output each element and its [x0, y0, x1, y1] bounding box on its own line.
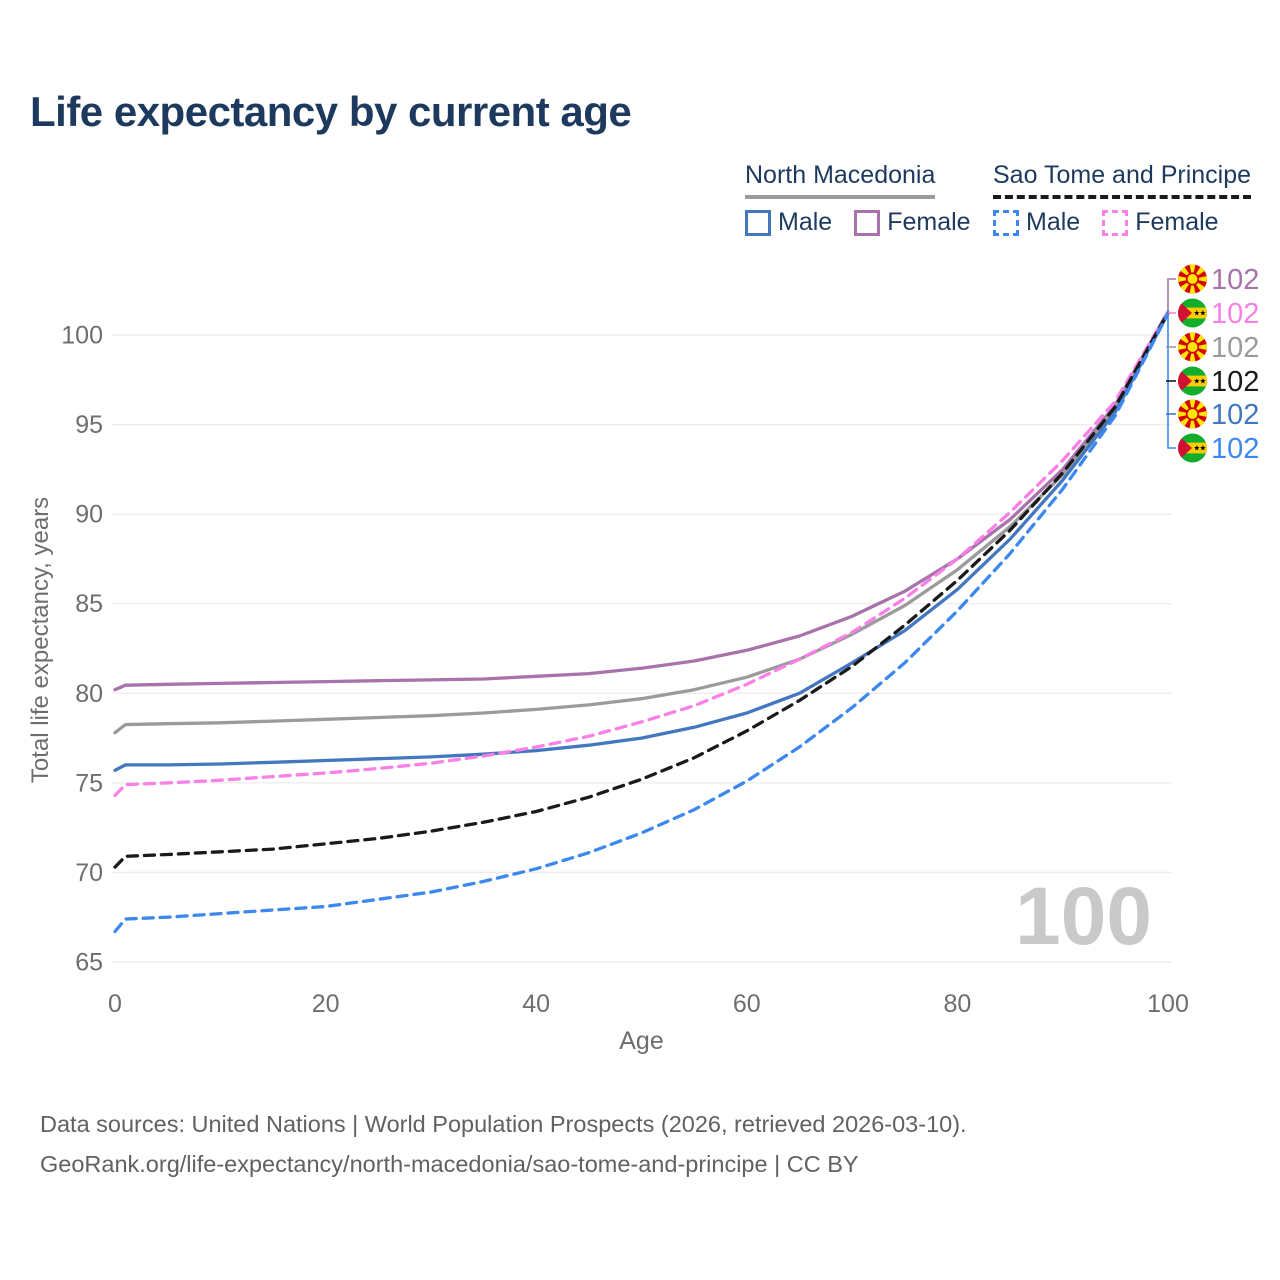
y-tick-label: 90 — [75, 501, 103, 529]
legend-item-st-female[interactable]: Female — [1102, 208, 1219, 237]
legend-group-north-macedonia: North Macedonia Male Female — [745, 161, 993, 237]
x-tick-label: 40 — [522, 990, 550, 1018]
legend-label: Male — [1026, 208, 1081, 236]
legend-item-st-male[interactable]: Male — [993, 208, 1080, 237]
x-tick-label: 60 — [733, 990, 761, 1018]
axis-layer: 65 70 75 80 85 90 95 100 0 20 40 60 80 100 Age Total li… — [27, 322, 1189, 1056]
footer: Data sources: United Nations | World Pop… — [40, 1104, 967, 1184]
series-line-sao-tome-and-principe-female[interactable] — [113, 310, 1170, 798]
x-tick-label: 80 — [943, 990, 971, 1018]
age-watermark: 100 — [1015, 871, 1152, 962]
y-tick-label: 75 — [75, 769, 103, 797]
nm-female-swatch-icon — [854, 209, 881, 236]
legend-row-north-macedonia: Male Female — [745, 208, 993, 237]
north-macedonia-flag-icon — [1176, 331, 1209, 364]
legend-country-sao-tome: Sao Tome and Principe — [993, 161, 1252, 199]
y-tick-label: 80 — [75, 680, 103, 708]
end-value-label: 102 — [1211, 366, 1259, 398]
legend: North Macedonia Male Female Sao Tome and… — [0, 161, 1280, 251]
end-value-label: 102 — [1211, 433, 1259, 465]
north-macedonia-flag-icon — [1176, 263, 1209, 296]
end-value-label: 102 — [1211, 399, 1259, 431]
y-tick-label: 70 — [75, 859, 103, 887]
end-value-label: 102 — [1211, 298, 1259, 330]
x-axis-title: Age — [619, 1027, 663, 1055]
y-tick-label: 65 — [75, 949, 103, 977]
series-line-sao-tome-and-principe-male[interactable] — [113, 311, 1170, 934]
y-tick-label: 95 — [75, 411, 103, 439]
footer-attribution: GeoRank.org/life-expectancy/north-macedo… — [40, 1151, 859, 1177]
y-tick-label: 85 — [75, 590, 103, 618]
legend-row-sao-tome: Male Female — [993, 208, 1251, 237]
end-value-label: 102 — [1211, 332, 1259, 364]
series-line-north-macedonia-male[interactable] — [113, 311, 1170, 772]
leader-line — [1167, 313, 1176, 449]
st-male-swatch-icon — [993, 209, 1019, 236]
series-line-north-macedonia-female[interactable] — [113, 310, 1170, 692]
sao-tome-flag-icon — [1177, 298, 1207, 328]
st-female-swatch-icon — [1102, 209, 1129, 236]
sao-tome-flag-icon — [1177, 433, 1207, 463]
sao-tome-flag-icon — [1177, 366, 1207, 396]
y-tick-label: 100 — [61, 322, 103, 350]
nm-male-swatch-icon — [745, 209, 771, 236]
series-line-sao-tome-and-principe-total[interactable] — [113, 310, 1170, 869]
footer-data-sources: Data sources: United Nations | World Pop… — [40, 1111, 967, 1137]
age-watermark-layer: 100 — [1015, 871, 1152, 962]
x-tick-label: 0 — [108, 990, 122, 1018]
legend-country-north-macedonia: North Macedonia — [745, 161, 936, 199]
legend-label: Female — [887, 208, 971, 236]
x-tick-label: 20 — [312, 990, 340, 1018]
series-line-north-macedonia-total[interactable] — [113, 310, 1170, 735]
legend-label: Female — [1135, 208, 1219, 236]
north-macedonia-flag-icon — [1176, 398, 1209, 431]
page-title: Life expectancy by current age — [30, 88, 632, 135]
legend-item-nm-female[interactable]: Female — [854, 208, 971, 237]
legend-label: Male — [778, 208, 833, 236]
leader-line — [1167, 278, 1176, 311]
series-layer — [113, 310, 1170, 934]
legend-group-sao-tome: Sao Tome and Principe Male Female — [993, 161, 1252, 237]
grid-layer — [112, 334, 1172, 963]
x-tick-label: 100 — [1147, 990, 1189, 1018]
end-value-label: 102 — [1211, 264, 1259, 296]
y-axis-title: Total life expectancy, years — [27, 497, 54, 783]
legend-item-nm-male[interactable]: Male — [745, 208, 832, 237]
